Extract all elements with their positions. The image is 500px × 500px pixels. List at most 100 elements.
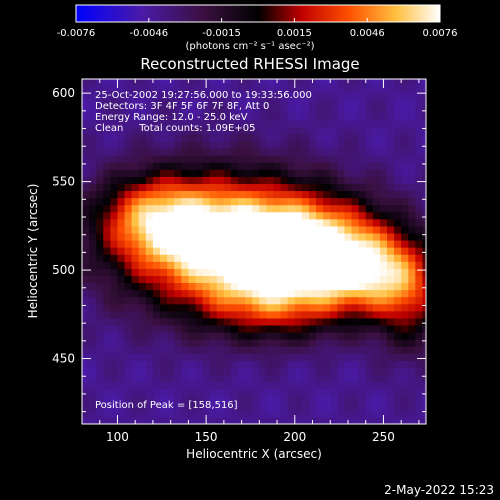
heatmap-cell — [96, 353, 104, 361]
heatmap-cell — [209, 346, 218, 354]
heatmap-cell — [216, 112, 225, 121]
heatmap-cell — [301, 140, 310, 149]
heatmap-cell — [273, 240, 282, 248]
heatmap-cell — [273, 84, 282, 92]
heatmap-cell — [351, 416, 360, 424]
heatmap-cell — [330, 367, 338, 376]
heatmap-cell — [386, 289, 395, 298]
heatmap-cell — [394, 140, 402, 149]
heatmap-cell — [365, 254, 374, 262]
heatmap-cell — [365, 162, 374, 170]
peak-position-label: Position of Peak = [158,516] — [95, 400, 238, 411]
heatmap-cell — [110, 247, 119, 255]
heatmap-cell — [110, 317, 119, 326]
heatmap-cell — [351, 119, 360, 128]
heatmap-cell — [103, 261, 111, 269]
heatmap-cell — [124, 126, 133, 135]
heatmap-cell — [174, 346, 182, 354]
heatmap-cell — [181, 84, 189, 92]
heatmap-cell — [301, 119, 310, 128]
heatmap-cell — [152, 303, 161, 312]
heatmap-cell — [223, 91, 232, 100]
heatmap-cell — [152, 140, 161, 149]
heatmap-cell — [89, 395, 97, 404]
heatmap-cell — [245, 126, 253, 135]
heatmap-cell — [337, 402, 346, 411]
heatmap-cell — [188, 346, 197, 354]
heatmap-cell — [138, 310, 147, 319]
heatmap-cell — [372, 367, 381, 376]
heatmap-cell — [394, 225, 402, 234]
heatmap-cell — [145, 162, 154, 170]
heatmap-cell — [294, 169, 303, 177]
heatmap-cell — [252, 162, 260, 170]
heatmap-cell — [131, 218, 140, 227]
heatmap-cell — [252, 388, 260, 397]
heatmap-cell — [131, 409, 140, 418]
heatmap-cell — [202, 176, 211, 184]
heatmap-cell — [152, 84, 161, 92]
heatmap-cell — [195, 225, 204, 234]
heatmap-cell — [103, 303, 111, 312]
heatmap-cell — [174, 402, 182, 411]
heatmap-cell — [330, 126, 338, 135]
heatmap-cell — [131, 303, 140, 312]
heatmap-cell — [202, 211, 211, 220]
heatmap-cell — [181, 79, 189, 85]
heatmap-cell — [394, 119, 402, 128]
heatmap-cell — [344, 247, 353, 255]
heatmap-cell — [103, 183, 111, 192]
heatmap-cell — [131, 261, 140, 269]
heatmap-cell — [230, 317, 239, 326]
heatmap-cell — [316, 211, 324, 220]
heatmap-cell — [294, 416, 303, 424]
heatmap-cell — [245, 155, 253, 163]
heatmap-cell — [301, 190, 310, 199]
heatmap-cell — [294, 324, 303, 333]
heatmap-cell — [287, 353, 296, 361]
heatmap-cell — [110, 289, 119, 298]
heatmap-cell — [294, 268, 303, 276]
heatmap-cell — [160, 98, 168, 107]
heatmap-cell — [280, 204, 289, 213]
heatmap-cell — [273, 282, 282, 291]
heatmap-cell — [259, 211, 268, 220]
heatmap-cell — [152, 402, 161, 411]
heatmap-cell — [358, 346, 367, 354]
heatmap-cell — [323, 218, 331, 227]
heatmap-cell — [96, 339, 104, 347]
heatmap-cell — [422, 133, 426, 142]
heatmap-cell — [202, 183, 211, 192]
heatmap-cell — [110, 381, 119, 390]
heatmap-cell — [181, 303, 189, 312]
y-tick-label: 450 — [52, 352, 75, 366]
heatmap-cell — [301, 367, 310, 376]
heatmap-cell — [330, 360, 338, 368]
heatmap-cell — [365, 282, 374, 291]
heatmap-cell — [138, 381, 147, 390]
heatmap-cell — [138, 183, 147, 192]
heatmap-cell — [82, 126, 90, 135]
heatmap-cell — [216, 388, 225, 397]
heatmap-cell — [358, 183, 367, 192]
heatmap-cell — [124, 155, 133, 163]
heatmap-cell — [174, 119, 182, 128]
heatmap-cell — [294, 247, 303, 255]
heatmap-cell — [358, 381, 367, 390]
heatmap-cell — [394, 346, 402, 354]
heatmap-cell — [145, 388, 154, 397]
heatmap-cell — [238, 275, 246, 284]
heatmap-cell — [394, 98, 402, 107]
heatmap-cell — [223, 324, 232, 333]
heatmap-cell — [394, 91, 402, 100]
heatmap-cell — [145, 416, 154, 424]
heatmap-cell — [351, 317, 360, 326]
heatmap-cell — [358, 232, 367, 241]
heatmap-cell — [337, 98, 346, 107]
heatmap-cell — [230, 133, 239, 142]
heatmap-cell — [273, 91, 282, 100]
heatmap-cell — [96, 155, 104, 163]
heatmap-cell — [174, 268, 182, 276]
heatmap-cell — [103, 79, 111, 85]
